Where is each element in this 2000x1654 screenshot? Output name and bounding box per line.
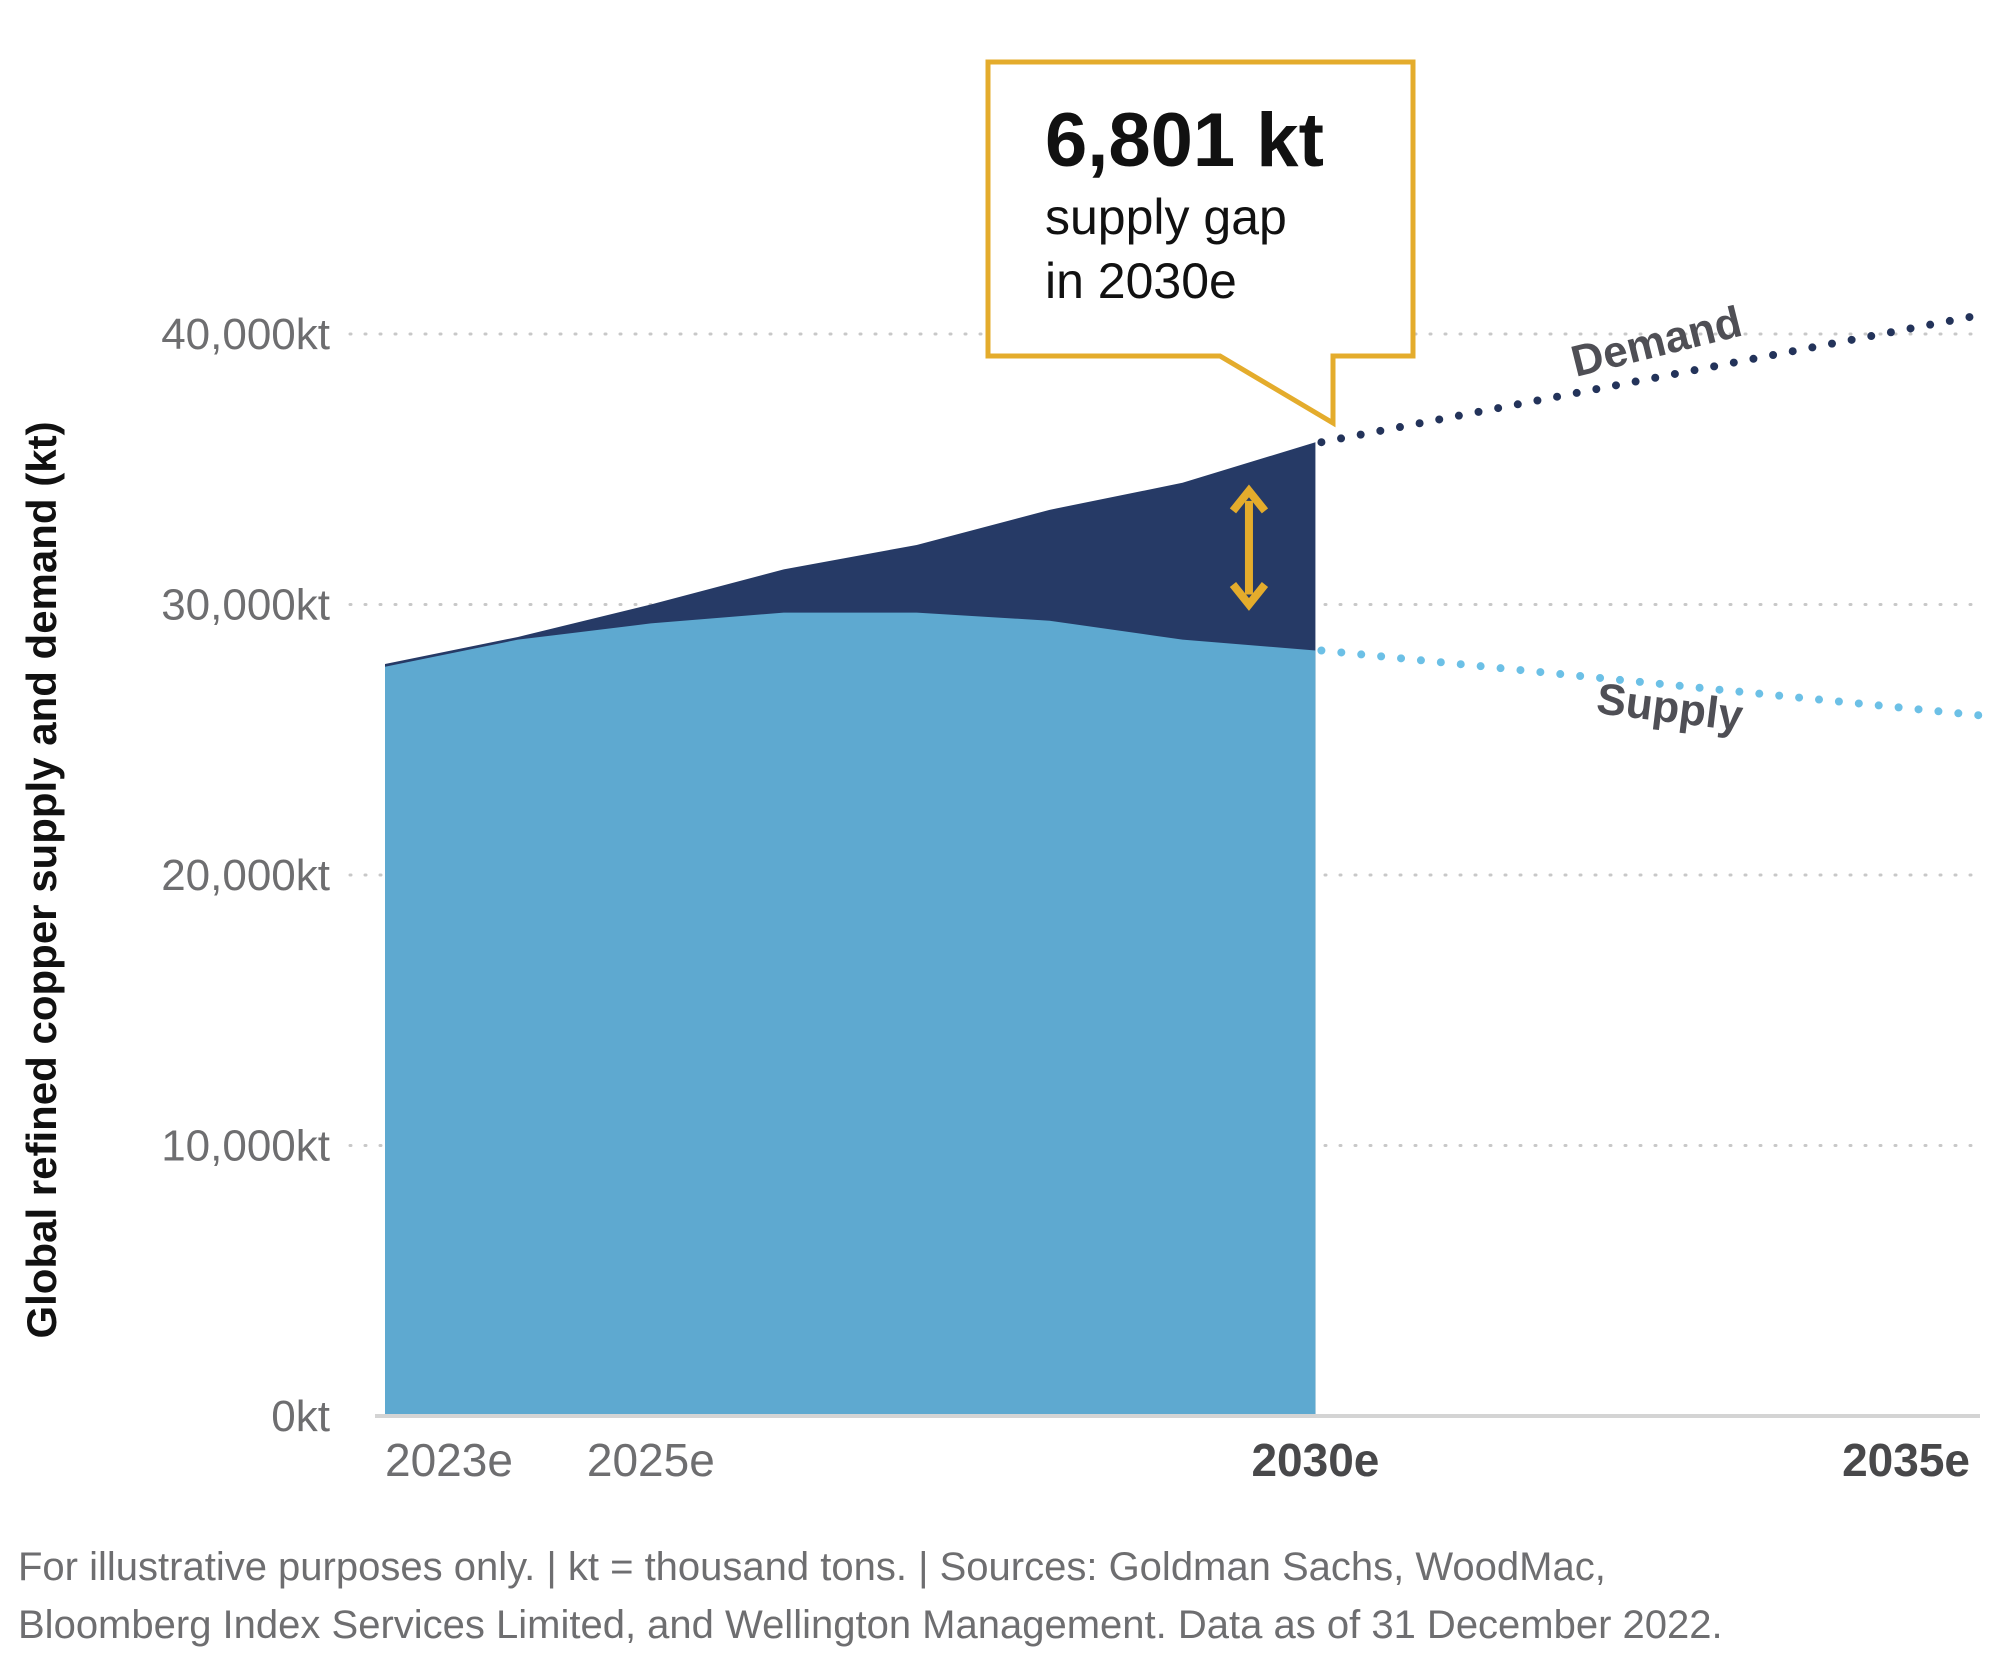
footer-line-2: Bloomberg Index Services Limited, and We… <box>18 1603 1723 1647</box>
y-tick-label: 20,000kt <box>161 851 330 900</box>
callout-box <box>985 59 1416 428</box>
supply-series-label: Supply <box>1594 674 1746 741</box>
callout-line-2: in 2030e <box>1045 253 1237 309</box>
gap-arrow-head-top <box>1229 484 1269 514</box>
supply-gap-callout: 6,801 kt supply gap in 2030e <box>985 59 1416 428</box>
y-tick-label: 30,000kt <box>161 581 330 630</box>
footer-line-1: For illustrative purposes only. | kt = t… <box>18 1545 1606 1589</box>
y-axis-title: Global refined copper supply and demand … <box>18 421 65 1338</box>
x-tick-label: 2030e <box>1251 1434 1379 1486</box>
demand-series-label: Demand <box>1566 297 1746 387</box>
callout-value: 6,801 kt <box>1045 98 1324 183</box>
y-tick-label: 40,000kt <box>161 310 330 359</box>
supply-area <box>385 612 1316 1416</box>
projection-lines <box>1317 311 1984 720</box>
gap-arrow-icon <box>1229 484 1269 611</box>
axes: 0kt 10,000kt 20,000kt 30,000kt 40,000kt 2023e… <box>161 310 1980 1486</box>
callout-line-1: supply gap <box>1045 189 1287 245</box>
demand-projection-line <box>1317 311 1984 447</box>
x-tick-label: 2035e <box>1842 1434 1970 1486</box>
x-tick-label: 2025e <box>587 1434 715 1486</box>
y-tick-label: 10,000kt <box>161 1122 330 1171</box>
x-tick-label: 2023e <box>385 1434 513 1486</box>
area-series <box>385 442 1316 1416</box>
gap-arrow-head-bottom <box>1229 582 1269 611</box>
footer-note: For illustrative purposes only. | kt = t… <box>18 1538 1988 1654</box>
y-tick-label: 0kt <box>271 1392 330 1441</box>
